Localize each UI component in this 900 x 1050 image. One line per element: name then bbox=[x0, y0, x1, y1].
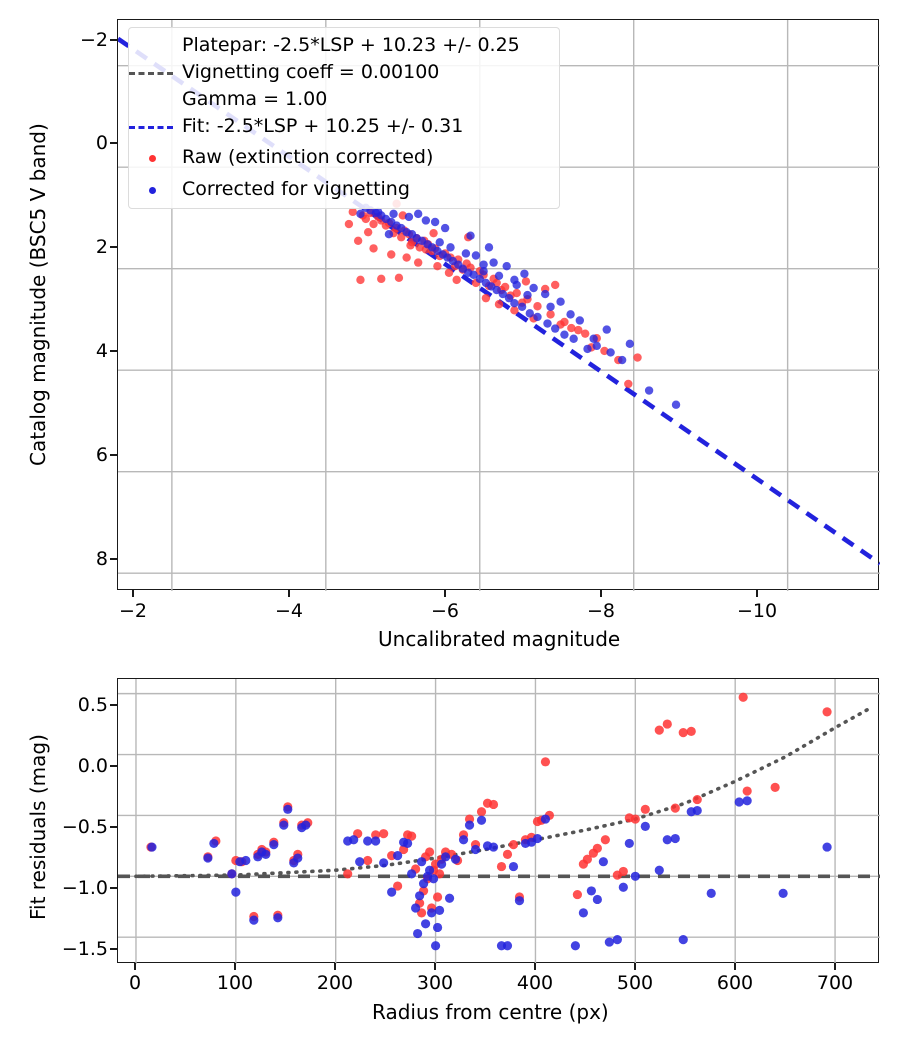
bottom-xtick-label: 300 bbox=[416, 972, 454, 994]
bottom-xtick-label: 600 bbox=[716, 972, 754, 994]
tick-mark bbox=[600, 590, 603, 597]
tick-mark bbox=[110, 246, 117, 249]
tick-mark bbox=[834, 963, 837, 970]
legend: Platepar: -2.5*LSP + 10.23 +/- 0.25 Vign… bbox=[128, 27, 560, 209]
tick-mark bbox=[110, 142, 117, 145]
red-dot-marker-icon bbox=[129, 147, 173, 169]
top-xtick-label: −4 bbox=[274, 600, 304, 622]
bottom-xtick-label: 200 bbox=[316, 972, 354, 994]
tick-mark bbox=[110, 948, 117, 951]
bottom-ytick-label: 0.0 bbox=[77, 755, 108, 777]
legend-label-platepar: Platepar: -2.5*LSP + 10.23 +/- 0.25 bbox=[182, 34, 520, 56]
top-ytick-label: −2 bbox=[79, 29, 108, 51]
tick-mark bbox=[234, 963, 237, 970]
top-ytick-label: 4 bbox=[95, 340, 108, 362]
residuals-plot-axes bbox=[117, 678, 880, 964]
bottom-yaxis-label: Fit residuals (mag) bbox=[26, 734, 50, 920]
top-xaxis-label: Uncalibrated magnitude bbox=[378, 627, 621, 651]
bottom-ytick-label: −1.5 bbox=[61, 938, 108, 960]
tick-mark bbox=[110, 826, 117, 829]
tick-mark bbox=[132, 590, 135, 597]
legend-label-fit: Fit: -2.5*LSP + 10.25 +/- 0.31 bbox=[182, 115, 464, 137]
dashed-gray-line-icon bbox=[129, 62, 173, 84]
top-xtick-label: −10 bbox=[736, 600, 778, 622]
tick-mark bbox=[288, 590, 291, 597]
bottom-xtick-label: 0 bbox=[128, 972, 142, 994]
bottom-xtick-label: 400 bbox=[516, 972, 554, 994]
top-ytick-label: 8 bbox=[95, 548, 108, 570]
bottom-ytick-label: −1.0 bbox=[61, 877, 108, 899]
bottom-xtick-label: 700 bbox=[816, 972, 854, 994]
bottom-xtick-label: 100 bbox=[216, 972, 254, 994]
tick-mark bbox=[444, 590, 447, 597]
top-xtick-label: −6 bbox=[430, 600, 460, 622]
tick-mark bbox=[434, 963, 437, 970]
bottom-ytick-label: −0.5 bbox=[61, 816, 108, 838]
legend-row-vignetting: Vignetting coeff = 0.00100 bbox=[129, 59, 439, 86]
tick-mark bbox=[334, 963, 337, 970]
bottom-xtick-label: 500 bbox=[616, 972, 654, 994]
bottom-ytick-label: 0.5 bbox=[77, 694, 108, 716]
legend-label-corrected: Corrected for vignetting bbox=[182, 178, 410, 200]
legend-label-vignetting: Vignetting coeff = 0.00100 bbox=[182, 61, 440, 83]
tick-mark bbox=[110, 765, 117, 768]
tick-mark bbox=[110, 454, 117, 457]
legend-row-platepar: Platepar: -2.5*LSP + 10.23 +/- 0.25 bbox=[129, 32, 520, 59]
top-ytick-label: 0 bbox=[95, 132, 108, 154]
tick-mark bbox=[534, 963, 537, 970]
top-ytick-label: 2 bbox=[95, 236, 108, 258]
legend-row-corrected: Corrected for vignetting bbox=[129, 176, 410, 203]
tick-mark bbox=[634, 963, 637, 970]
tick-mark bbox=[110, 704, 117, 707]
blue-dot-marker-icon bbox=[129, 179, 173, 201]
top-yaxis-label: Catalog magnitude (BSC5 V band) bbox=[26, 123, 50, 466]
legend-label-raw: Raw (extinction corrected) bbox=[182, 146, 434, 168]
tick-mark bbox=[110, 39, 117, 42]
legend-row-raw: Raw (extinction corrected) bbox=[129, 144, 433, 171]
top-xtick-label: −2 bbox=[118, 600, 148, 622]
tick-mark bbox=[110, 887, 117, 890]
tick-mark bbox=[734, 963, 737, 970]
dashed-blue-line-icon bbox=[129, 116, 173, 138]
legend-row-gamma: Gamma = 1.00 bbox=[129, 86, 327, 113]
tick-mark bbox=[134, 963, 137, 970]
top-xtick-label: −8 bbox=[586, 600, 616, 622]
bottom-xaxis-label: Radius from centre (px) bbox=[372, 1000, 609, 1024]
legend-label-gamma: Gamma = 1.00 bbox=[182, 88, 328, 110]
tick-mark bbox=[110, 558, 117, 561]
legend-blank-handle bbox=[129, 35, 173, 57]
tick-mark bbox=[756, 590, 759, 597]
top-ytick-label: 6 bbox=[95, 444, 108, 466]
tick-mark bbox=[110, 350, 117, 353]
legend-row-fit: Fit: -2.5*LSP + 10.25 +/- 0.31 bbox=[129, 113, 463, 140]
